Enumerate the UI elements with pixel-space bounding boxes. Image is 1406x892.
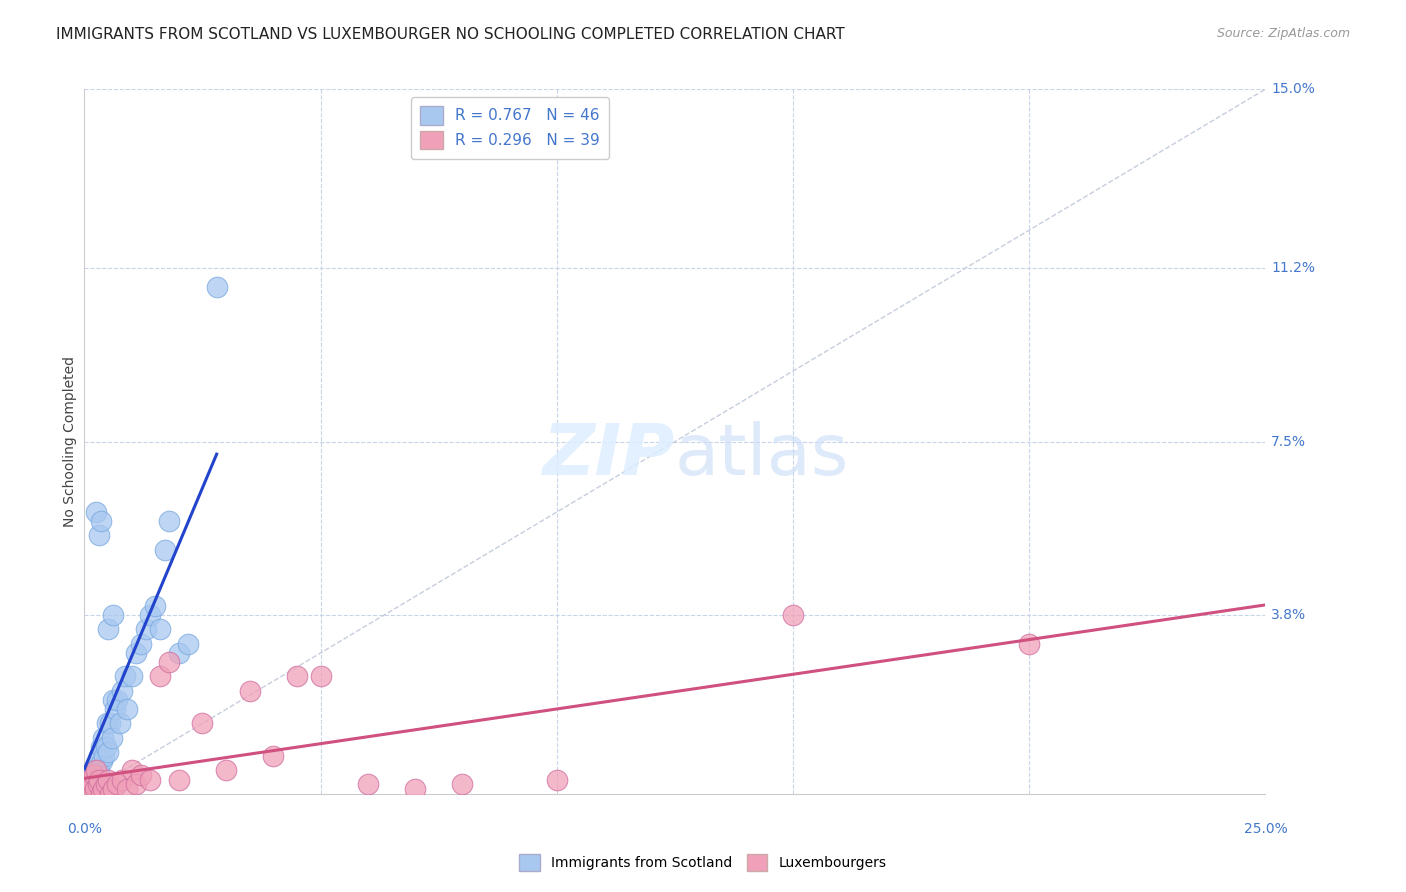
Point <box>82 772 104 787</box>
Point <box>239 683 262 698</box>
Point <box>83 768 105 782</box>
Point <box>205 279 228 293</box>
Point <box>77 777 100 791</box>
Point <box>83 768 105 782</box>
Point <box>79 772 101 787</box>
Point <box>104 702 127 716</box>
Point <box>167 772 190 787</box>
Point <box>139 772 162 787</box>
Point <box>121 669 143 683</box>
Point <box>98 716 121 731</box>
Point <box>84 505 107 519</box>
Point <box>77 787 100 801</box>
Point <box>90 739 112 754</box>
Point <box>93 749 115 764</box>
Point <box>111 772 134 787</box>
Point <box>90 515 112 529</box>
Point <box>83 782 105 797</box>
Point <box>115 782 138 797</box>
Point <box>167 646 190 660</box>
Point <box>91 731 114 745</box>
Point <box>96 716 118 731</box>
Point <box>87 528 110 542</box>
Point <box>114 669 136 683</box>
Text: 15.0%: 15.0% <box>1271 82 1315 96</box>
Legend: R = 0.767   N = 46, R = 0.296   N = 39: R = 0.767 N = 46, R = 0.296 N = 39 <box>411 97 609 159</box>
Y-axis label: No Schooling Completed: No Schooling Completed <box>63 356 77 527</box>
Text: 11.2%: 11.2% <box>1271 260 1315 275</box>
Point <box>91 782 114 797</box>
Point <box>108 716 131 731</box>
Text: Source: ZipAtlas.com: Source: ZipAtlas.com <box>1216 27 1350 40</box>
Text: 0.0%: 0.0% <box>67 822 101 836</box>
Point <box>101 782 124 797</box>
Point <box>86 777 108 791</box>
Point <box>1018 636 1040 650</box>
Point <box>125 777 148 791</box>
Point <box>157 515 180 529</box>
Point <box>357 777 380 791</box>
Point <box>97 745 120 759</box>
Point <box>79 780 101 794</box>
Point <box>76 782 98 797</box>
Point <box>87 749 110 764</box>
Point <box>94 777 117 791</box>
Text: 3.8%: 3.8% <box>1271 608 1306 623</box>
Point <box>111 683 134 698</box>
Point <box>177 636 200 650</box>
Point <box>89 764 111 778</box>
Point <box>125 646 148 660</box>
Point <box>100 731 122 745</box>
Legend: Immigrants from Scotland, Luxembourgers: Immigrants from Scotland, Luxembourgers <box>515 848 891 876</box>
Point <box>91 754 114 768</box>
Point <box>76 782 98 797</box>
Point <box>215 764 238 778</box>
Point <box>84 764 107 778</box>
Point <box>149 623 172 637</box>
Point <box>107 777 129 791</box>
Text: 25.0%: 25.0% <box>1243 822 1288 836</box>
Point <box>87 772 110 787</box>
Point <box>82 777 104 791</box>
Point <box>77 777 100 791</box>
Point <box>80 782 103 797</box>
Point <box>546 772 568 787</box>
Point <box>83 772 105 787</box>
Point <box>285 669 308 683</box>
Point <box>101 693 124 707</box>
Point <box>149 669 172 683</box>
Point <box>115 702 138 716</box>
Point <box>101 608 124 623</box>
Point <box>309 669 332 683</box>
Text: atlas: atlas <box>675 421 849 490</box>
Point <box>191 716 214 731</box>
Point <box>139 608 162 623</box>
Point <box>404 782 426 797</box>
Point <box>107 693 129 707</box>
Text: IMMIGRANTS FROM SCOTLAND VS LUXEMBOURGER NO SCHOOLING COMPLETED CORRELATION CHAR: IMMIGRANTS FROM SCOTLAND VS LUXEMBOURGER… <box>56 27 845 42</box>
Point <box>143 599 166 613</box>
Point <box>97 772 120 787</box>
Point <box>97 623 120 637</box>
Text: 7.5%: 7.5% <box>1271 434 1306 449</box>
Point <box>782 608 804 623</box>
Point <box>90 787 112 801</box>
Point <box>98 787 121 801</box>
Point <box>153 542 176 557</box>
Text: ZIP: ZIP <box>543 421 675 490</box>
Point <box>82 777 104 791</box>
Point <box>262 749 284 764</box>
Point <box>129 768 152 782</box>
Point <box>129 636 152 650</box>
Point <box>80 775 103 789</box>
Point <box>94 739 117 754</box>
Point <box>121 764 143 778</box>
Point <box>84 764 107 778</box>
Point <box>157 656 180 670</box>
Point <box>86 758 108 772</box>
Point <box>451 777 474 791</box>
Point <box>135 623 157 637</box>
Point <box>77 772 100 787</box>
